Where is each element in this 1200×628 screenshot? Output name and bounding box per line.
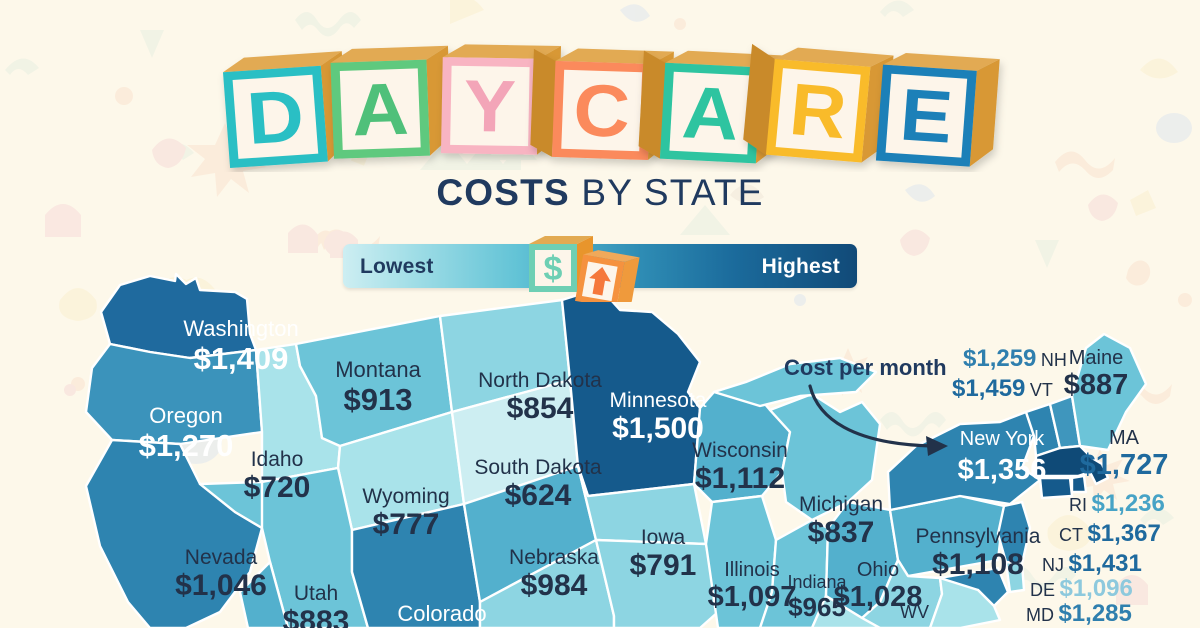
- state-label-utah: Utah $883: [282, 582, 350, 628]
- svg-text:C: C: [572, 69, 631, 153]
- curved-arrow-icon: [808, 384, 948, 456]
- state-label-south-dakota: South Dakota $624: [474, 456, 602, 512]
- state-wv[interactable]: [860, 558, 944, 628]
- legend: Lowest Highest $: [343, 236, 857, 302]
- cost-per-month-annotation: Cost per month: [784, 355, 947, 380]
- state-label-ohio: Ohio $1,028: [833, 559, 923, 613]
- state-label-nj: NJ $1,431: [1042, 550, 1142, 577]
- state-label-new-york: New York $1,356: [957, 428, 1047, 486]
- state-mi[interactable]: [768, 392, 882, 522]
- state-ia[interactable]: [576, 464, 708, 546]
- state-label-montana: Montana $913: [335, 357, 421, 417]
- svg-text:$: $: [544, 250, 563, 288]
- us-choropleth-map: [84, 272, 1148, 628]
- state-ny[interactable]: [886, 410, 1042, 512]
- state-label-oregon: Oregon $1,270: [138, 403, 234, 463]
- up-arrow-block-icon: [575, 250, 640, 302]
- state-label-maine: Maine $887: [1063, 347, 1129, 401]
- state-ky[interactable]: [758, 594, 882, 628]
- state-label-illinois: Illinois $1,097: [707, 559, 797, 613]
- state-label-idaho: Idaho $720: [243, 448, 311, 504]
- state-label-nevada: Nevada $1,046: [175, 546, 267, 602]
- subtitle-light: BY STATE: [581, 172, 764, 213]
- state-label-de: DE $1,096: [1030, 575, 1133, 602]
- title-block-d: D: [222, 51, 349, 168]
- state-label-nebraska: Nebraska $984: [509, 546, 599, 602]
- legend-block-icons: $: [529, 236, 640, 302]
- state-label-north-dakota: North Dakota $854: [478, 369, 602, 425]
- legend-low-label: Lowest: [360, 255, 434, 278]
- state-label-colorado: Colorado: [397, 601, 487, 626]
- state-label-iowa: Iowa $791: [629, 526, 697, 582]
- state-az[interactable]: [238, 560, 290, 628]
- svg-text:A: A: [680, 71, 741, 156]
- state-va[interactable]: [928, 576, 1002, 628]
- state-me[interactable]: [1070, 332, 1148, 452]
- title-block-r: R: [743, 43, 894, 163]
- svg-text:Y: Y: [463, 65, 517, 148]
- state-ma[interactable]: [1034, 444, 1110, 486]
- state-label-michigan: Michigan $837: [798, 493, 884, 549]
- state-label-nh: $1,259 NH: [963, 345, 1067, 372]
- state-label-md: MD $1,285: [1026, 600, 1132, 627]
- state-label-ct: CT $1,367: [1059, 520, 1161, 547]
- title-block-e: E: [875, 52, 1000, 167]
- title-block-a1: A: [330, 45, 452, 159]
- state-label-indiana: Indiana $965: [787, 572, 847, 622]
- daycare-title-blocks: D A Y: [222, 43, 1000, 168]
- state-de[interactable]: [1004, 560, 1026, 594]
- state-label-massachusetts: MA $1,727: [1079, 427, 1169, 481]
- state-label-ri: RI $1,236: [1069, 490, 1165, 517]
- svg-text:A: A: [351, 68, 410, 152]
- state-label-wyoming: Wyoming $777: [362, 485, 450, 541]
- state-label-pennsylvania: Pennsylvania $1,108: [915, 525, 1041, 581]
- state-label-wv: WV: [900, 602, 929, 622]
- svg-text:E: E: [897, 74, 955, 160]
- state-label-vt: $1,459 VT: [952, 375, 1053, 402]
- svg-text:D: D: [244, 75, 306, 161]
- legend-high-label: Highest: [761, 255, 840, 278]
- svg-text:R: R: [786, 68, 850, 155]
- state-label-washington: Washington $1,409: [183, 316, 299, 376]
- state-mi-up[interactable]: [712, 356, 878, 408]
- subtitle-bold: COSTS: [436, 172, 570, 213]
- page-subtitle: COSTS BY STATE: [0, 172, 1200, 214]
- state-label-wisconsin: Wisconsin $1,112: [692, 439, 788, 495]
- state-label-minnesota: Minnesota $1,500: [609, 389, 707, 445]
- title-block-y: Y: [440, 44, 561, 155]
- state-or[interactable]: [84, 342, 264, 446]
- state-ct[interactable]: [1038, 476, 1074, 500]
